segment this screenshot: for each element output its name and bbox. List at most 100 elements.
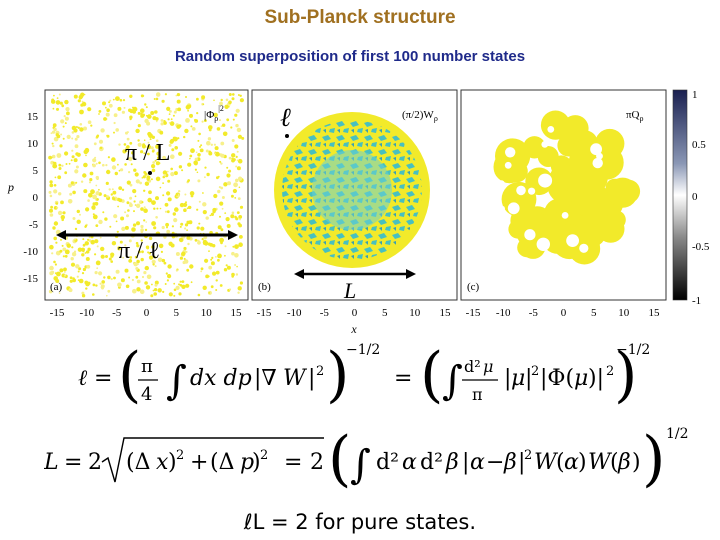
svg-text:(Δ: (Δ bbox=[126, 450, 150, 475]
panel-b-quantity: (π/2)Wρ bbox=[402, 109, 438, 123]
svg-text:(Δ: (Δ bbox=[210, 450, 234, 475]
svg-text:dx dp: dx dp bbox=[190, 366, 252, 391]
svg-text:1/2: 1/2 bbox=[666, 426, 689, 442]
x-tick-label: 10 bbox=[409, 307, 421, 319]
pi-over-ell-annotation: π / ℓ bbox=[56, 230, 238, 264]
svg-text:μ: μ bbox=[511, 366, 525, 391]
x-tick-label: 5 bbox=[591, 307, 597, 319]
equation-ell: ℓ = ( π 4 ∫ dx dp |∇ W | 2 ) −1/2 = ( ∫ … bbox=[78, 340, 638, 420]
svg-text:β: β bbox=[445, 450, 459, 475]
panel-b-tag: (b) bbox=[258, 281, 271, 293]
panel-c-tag: (c) bbox=[467, 281, 480, 293]
p-tick-label: -5 bbox=[29, 219, 39, 231]
svg-text:): ) bbox=[632, 450, 641, 475]
svg-text:α: α bbox=[564, 450, 579, 475]
panel-a-tag: (a) bbox=[50, 281, 63, 293]
svg-text:μ: μ bbox=[574, 366, 588, 391]
svg-text:+: + bbox=[190, 450, 208, 475]
ell-annotation: ℓ bbox=[280, 103, 291, 138]
svg-text:ℓ: ℓ bbox=[78, 366, 88, 391]
svg-text:|∇: |∇ bbox=[254, 366, 277, 391]
svg-text:|Φ(: |Φ( bbox=[540, 366, 574, 391]
svg-text:π: π bbox=[472, 385, 483, 404]
svg-text:π / L: π / L bbox=[125, 140, 170, 166]
svg-text:∫: ∫ bbox=[442, 358, 463, 404]
svg-text:|: | bbox=[518, 450, 525, 475]
svg-text:ℓ: ℓ bbox=[280, 103, 291, 132]
svg-text:d²: d² bbox=[376, 450, 399, 475]
svg-text:α: α bbox=[402, 450, 417, 475]
svg-text:): ) bbox=[326, 340, 349, 410]
x-tick-label: -15 bbox=[50, 307, 65, 319]
x-tick-label: -10 bbox=[496, 307, 511, 319]
x-tick-label: -15 bbox=[257, 307, 272, 319]
p-tick-label: 15 bbox=[27, 111, 39, 123]
svg-text:=: = bbox=[394, 366, 412, 391]
slide-subtitle: Random superposition of first 100 number… bbox=[174, 48, 526, 65]
svg-text:L: L bbox=[44, 450, 59, 475]
x-tick-label: 15 bbox=[649, 307, 661, 319]
x-tick-label: -5 bbox=[320, 307, 330, 319]
x-tick-label: 0 bbox=[352, 307, 358, 319]
panel-c-quantity: πQρ bbox=[626, 109, 644, 123]
product-relation: ℓL = 2 for pure states. bbox=[243, 510, 477, 534]
svg-text:L: L bbox=[343, 278, 356, 303]
svg-text:p: p bbox=[240, 450, 254, 475]
svg-text:): ) bbox=[578, 450, 587, 475]
svg-text:2: 2 bbox=[524, 448, 532, 463]
svg-text:(: ( bbox=[556, 450, 565, 475]
slide-title: Sub-Planck structure bbox=[264, 7, 456, 28]
x-tick-label: -5 bbox=[112, 307, 122, 319]
x-tick-label: -15 bbox=[466, 307, 481, 319]
svg-text:2: 2 bbox=[531, 364, 539, 379]
colorbar-tick: 0 bbox=[692, 191, 698, 203]
p-tick-label: 5 bbox=[33, 165, 39, 177]
pi-over-L-annotation: π / L bbox=[125, 140, 170, 175]
svg-text:): ) bbox=[168, 450, 177, 475]
panel-a-quantity: |Φρ|2 bbox=[204, 104, 224, 123]
x-tick-label: -10 bbox=[79, 307, 94, 319]
L-annotation: L bbox=[294, 269, 416, 303]
svg-text:): ) bbox=[642, 424, 665, 494]
colorbar-tick: -0.5 bbox=[692, 241, 710, 253]
svg-text:d²: d² bbox=[464, 357, 481, 376]
p-tick-label: -10 bbox=[23, 246, 38, 258]
x-tick-label: 15 bbox=[231, 307, 243, 319]
svg-text:π / ℓ: π / ℓ bbox=[118, 238, 160, 264]
svg-text:π: π bbox=[141, 356, 153, 377]
svg-text:−1/2: −1/2 bbox=[346, 342, 380, 358]
x-tick-label: 10 bbox=[201, 307, 213, 319]
x-tick-label: 5 bbox=[174, 307, 180, 319]
svg-text:(: ( bbox=[420, 340, 443, 410]
svg-text:W: W bbox=[588, 450, 613, 475]
colorbar bbox=[672, 89, 688, 301]
svg-text:|: | bbox=[462, 450, 469, 475]
svg-text:β: β bbox=[617, 450, 631, 475]
colorbar-tick: 0.5 bbox=[692, 139, 706, 151]
x-tick-label: 0 bbox=[144, 307, 150, 319]
svg-text:2: 2 bbox=[176, 448, 184, 463]
equation-product: ℓL = 2 for pure states. bbox=[0, 510, 720, 534]
svg-text:=: = bbox=[64, 450, 82, 475]
svg-text:2: 2 bbox=[606, 364, 614, 379]
svg-text:2: 2 bbox=[316, 364, 324, 379]
svg-text:4: 4 bbox=[141, 384, 152, 405]
equation-L: L = 2 (Δ x ) 2 + (Δ p ) 2 = 2 ( ∫ d² α d… bbox=[44, 424, 694, 504]
svg-text:(: ( bbox=[610, 450, 619, 475]
p-tick-label: -15 bbox=[23, 273, 38, 285]
p-tick-label: 0 bbox=[33, 192, 39, 204]
svg-text:x: x bbox=[156, 450, 169, 475]
svg-text:|: | bbox=[525, 366, 532, 391]
colorbar-tick: -1 bbox=[692, 295, 701, 307]
svg-text:(: ( bbox=[118, 340, 141, 410]
svg-text:2: 2 bbox=[310, 450, 324, 475]
svg-text:(: ( bbox=[328, 424, 351, 494]
svg-text:): ) bbox=[252, 450, 261, 475]
colorbar-tick: 1 bbox=[692, 89, 698, 101]
x-axis-label: x bbox=[350, 322, 357, 336]
figure-svg: 15 10 5 0 -5 -10 -15 p -15 -10 -5 0 5 10 15 -15… bbox=[7, 89, 710, 336]
svg-text:−: − bbox=[486, 450, 504, 475]
phase-space-figure: 15 10 5 0 -5 -10 -15 p -15 -10 -5 0 5 10 15 -15… bbox=[0, 78, 720, 338]
p-tick-label: 10 bbox=[27, 138, 39, 150]
x-tick-label: -5 bbox=[529, 307, 539, 319]
